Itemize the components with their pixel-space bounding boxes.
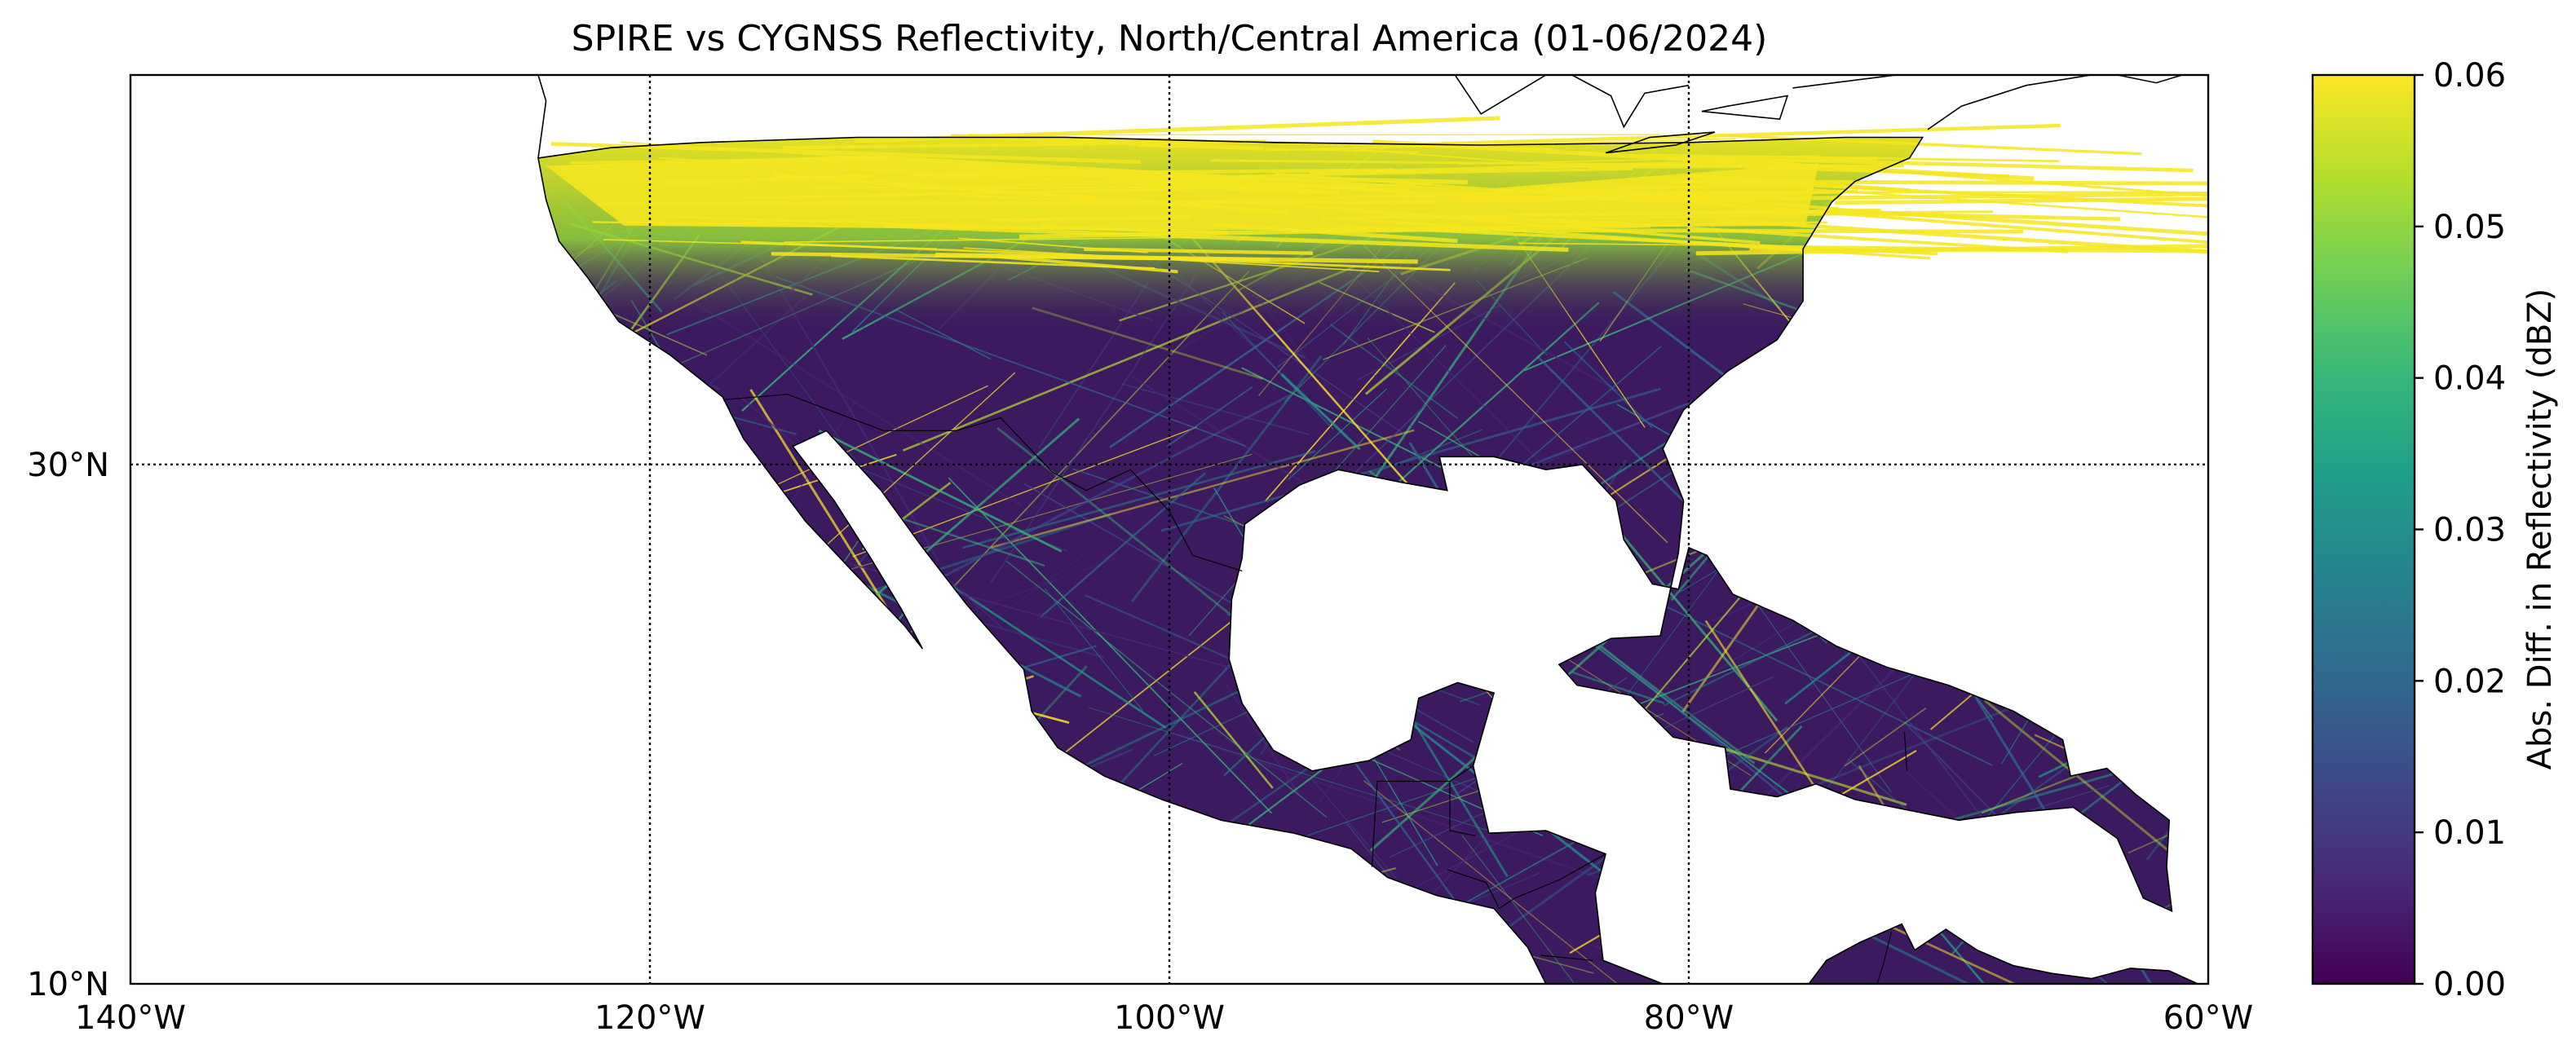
high-diff-streak [978, 253, 1178, 274]
country-border [1449, 781, 1476, 836]
coastlines [537, 75, 2199, 1029]
high-diff-streak [1677, 155, 2194, 173]
south-america-coverage [1809, 924, 2198, 984]
high-diff-streak [1138, 145, 1420, 153]
data-coverage-region [538, 137, 2172, 984]
high-diff-streak [784, 236, 1211, 243]
orbit-track-streak [1288, 388, 1388, 480]
country-border [1447, 869, 1500, 909]
orbit-track-streak [1717, 745, 1907, 806]
orbit-track-streak [1844, 707, 1927, 767]
high-diff-streak [782, 139, 1266, 150]
northern-coastline [537, 75, 547, 159]
orbit-track-streak [699, 305, 1023, 507]
colorbar-tick-label: 0.04 [2433, 360, 2506, 398]
country-border [1499, 853, 1606, 910]
longitude-tick-label: 140°W [75, 999, 186, 1037]
orbit-track-streak [1280, 373, 1361, 451]
country-border [725, 394, 1243, 572]
orbit-track-streak [1693, 615, 1806, 685]
high-diff-streak [1644, 153, 2059, 163]
orbit-track-streak [1341, 745, 1476, 929]
colorbar-tick-label: 0.05 [2433, 209, 2506, 246]
colorbar-ticks: 0.00 0.01 0.02 0.03 0.04 0.05 0.06 [2415, 57, 2506, 1003]
high-diff-streak [1716, 218, 2208, 254]
orbit-track-streak [1193, 690, 1274, 789]
latitude-tick-labels: 30°N 10°N [27, 447, 109, 1003]
longitude-tick-label: 60°W [2163, 999, 2253, 1037]
latitude-tick-label: 30°N [27, 447, 109, 484]
orbit-track-streak [1461, 835, 1575, 984]
colorbar-fill [2313, 75, 2415, 984]
high-diff-streak [1518, 242, 2025, 249]
northern-coastline [2117, 75, 2183, 84]
colorbar-tick-label: 0.02 [2433, 663, 2506, 700]
country-border [1876, 932, 1892, 984]
orbit-track-streak [1121, 383, 1310, 436]
northern-coastline [1571, 75, 1690, 129]
high-diff-streak [1423, 123, 2061, 147]
high-latitude-high-diff-band [546, 116, 2208, 274]
orbit-track-streak [947, 582, 1167, 730]
orbit-track-streak [1006, 561, 1328, 818]
orbit-track-streak [1040, 472, 1206, 618]
orbit-track-streak [948, 477, 1272, 814]
orbit-track-streak [1330, 324, 1458, 419]
country-border [1614, 994, 1622, 1029]
colorbar-tick-label: 0.03 [2433, 512, 2506, 549]
orbit-track-streak [1160, 387, 1661, 532]
orbit-track-streak [943, 394, 1292, 578]
colorbar-tick-label: 0.06 [2433, 57, 2506, 95]
orbit-track-streak [1363, 779, 1695, 984]
colorbar-tick-label: 0.01 [2433, 814, 2506, 852]
orbit-track-streak [818, 430, 1063, 553]
orbit-track-streak [1981, 775, 2076, 814]
map-panel [130, 75, 2208, 1029]
high-diff-streak [1084, 247, 1314, 255]
high-diff-streak [885, 223, 1569, 252]
orbit-track-streak [1131, 355, 1323, 602]
colorbar-label: Abs. Diff. in Reflectivity (dBZ) [2521, 289, 2559, 770]
high-diff-band-fill [546, 155, 1819, 231]
high-diff-streak [1720, 134, 2142, 156]
high-diff-streak [603, 239, 937, 249]
orbit-track-streak [1166, 386, 1253, 447]
orbit-track-streak [1984, 699, 2173, 855]
longitude-tick-labels: 140°W 120°W 100°W 80°W 60°W [75, 999, 2253, 1037]
map-frame [129, 73, 2210, 985]
latitude-tick-label: 10°N [27, 966, 109, 1003]
high-diff-streak [1835, 196, 2208, 205]
high-diff-streak [1721, 179, 2208, 208]
map-title: SPIRE vs CYGNSS Reflectivity, North/Cent… [572, 18, 1768, 60]
orbit-track-streak [1571, 671, 1665, 705]
high-diff-streak [1315, 227, 2024, 234]
high-diff-streak [550, 142, 1141, 165]
northern-coastline [1454, 75, 1547, 115]
orbit-track-streak [1045, 588, 1144, 712]
northern-coastline [1927, 75, 2092, 130]
colorbar: 0.00 0.01 0.02 0.03 0.04 0.05 0.06 Abs. Diff. … [2311, 57, 2559, 1003]
orbit-track-streak [991, 429, 1415, 549]
country-border [1903, 731, 1908, 771]
south-america-coastline [1808, 923, 2199, 984]
continental-coastline [537, 136, 2173, 984]
northern-coastline [1792, 75, 1897, 89]
high-diff-streak [1210, 159, 1861, 168]
gridlines [130, 75, 2208, 984]
country-border [1371, 765, 1474, 867]
high-diff-streak [1695, 244, 2208, 256]
longitude-tick-label: 120°W [594, 999, 705, 1037]
longitude-tick-label: 80°W [1644, 999, 1734, 1037]
longitude-tick-label: 100°W [1114, 999, 1225, 1037]
orbit-track-streak [1563, 341, 1653, 429]
colorbar-tick-label: 0.00 [2433, 966, 2506, 1003]
country-border [1540, 954, 1593, 961]
orbit-track-streak [1088, 707, 1491, 832]
northern-coastline [1701, 95, 1789, 121]
northern-coastline [1605, 131, 1716, 154]
